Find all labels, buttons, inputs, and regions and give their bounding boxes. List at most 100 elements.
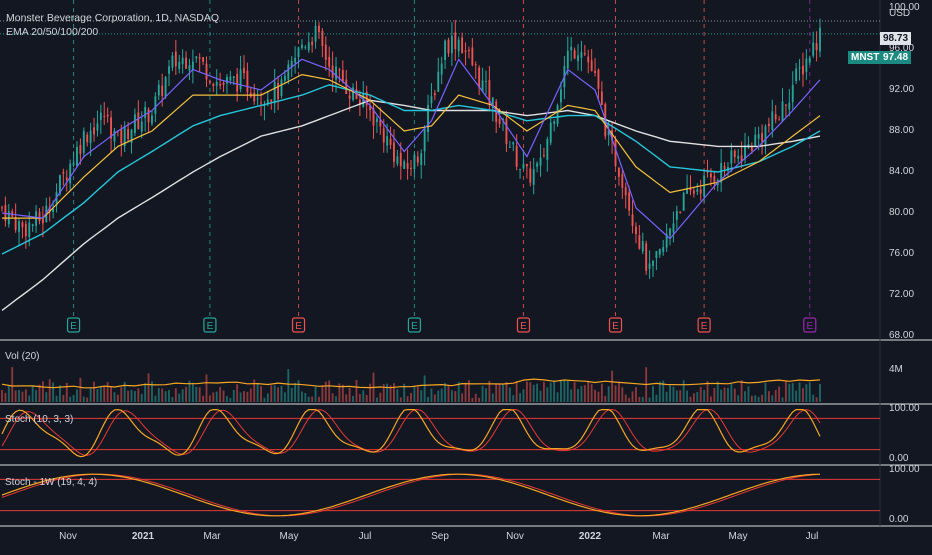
candle-body <box>273 81 276 104</box>
volume-bar <box>14 390 17 402</box>
volume-bar <box>157 387 160 402</box>
ema20-line <box>1 58 821 240</box>
candle-body <box>706 171 709 173</box>
candle-body <box>808 58 811 63</box>
volume-bar <box>256 382 259 402</box>
candle-body <box>648 263 651 269</box>
volume-bar <box>652 386 654 402</box>
volume-bar <box>174 388 177 402</box>
volume-bar <box>151 381 153 402</box>
time-tick-1: 2021 <box>131 531 155 542</box>
volume-bar <box>4 392 7 402</box>
volume-bar <box>815 397 818 402</box>
volume-bar <box>679 390 682 402</box>
candle-body <box>560 89 562 103</box>
candle-body <box>553 121 556 124</box>
volume-bar <box>648 397 651 402</box>
volume-bar <box>62 394 65 402</box>
earnings-marker-0 <box>66 317 81 333</box>
candle-body <box>805 58 808 73</box>
volume-bar <box>273 385 276 402</box>
candle-body <box>757 134 760 139</box>
candle-body <box>478 67 481 88</box>
volume-bar <box>675 390 678 402</box>
candle-body <box>65 177 68 180</box>
volume-bar <box>331 393 334 402</box>
candle-body <box>144 106 147 119</box>
candle-body <box>1 207 3 209</box>
stoch-k-line <box>1 408 821 458</box>
earnings-marker-7 <box>803 317 817 333</box>
candle-body <box>154 96 157 114</box>
time-tick-0: Nov <box>59 531 77 542</box>
candle-body <box>314 25 317 42</box>
candle-body <box>76 146 78 167</box>
candle-body <box>345 79 348 94</box>
volume-bar <box>515 381 518 402</box>
candle-body <box>549 122 552 143</box>
candle-body <box>590 60 593 72</box>
volume-bar <box>35 390 38 402</box>
volume-bar <box>750 395 753 402</box>
volume-bar <box>171 397 174 402</box>
volume-bar <box>365 394 368 402</box>
volume-bar <box>86 397 89 402</box>
price-tick-6: 76.00 <box>889 248 915 259</box>
volume-bar <box>519 393 522 402</box>
candle-body <box>767 123 770 127</box>
candle-body <box>263 105 266 107</box>
volume-bar <box>478 397 481 402</box>
volume-bar <box>420 390 423 402</box>
candle-body <box>713 175 716 183</box>
candle-body <box>324 44 327 60</box>
candle-body <box>488 80 491 105</box>
volume-bar <box>287 369 290 402</box>
candle-body <box>239 69 242 90</box>
candle-body <box>682 192 685 211</box>
candle-body <box>437 71 440 92</box>
candle-body <box>597 69 600 89</box>
candle-body <box>778 119 781 121</box>
candle-body <box>635 226 637 235</box>
candle-body <box>283 75 286 81</box>
candle-body <box>82 131 85 153</box>
volume-bar <box>433 394 436 402</box>
candle-body <box>280 79 283 96</box>
volume-bar <box>604 395 607 402</box>
candle-body <box>355 89 358 100</box>
candle-body <box>737 155 740 159</box>
candle-body <box>304 47 307 49</box>
volume-bar <box>212 392 215 402</box>
volume-bar <box>307 396 310 402</box>
earnings-label-0: E <box>70 321 77 332</box>
candle-body <box>655 251 658 259</box>
candle-body <box>120 128 123 144</box>
candle-body <box>219 83 222 86</box>
volume-bar <box>621 387 624 402</box>
earnings-label-7: E <box>806 321 813 332</box>
volume-bar <box>205 374 208 402</box>
candle-body <box>444 40 447 61</box>
candle-body <box>580 52 583 58</box>
candle-body <box>86 134 89 143</box>
volume-bar <box>805 384 808 402</box>
candle-body <box>14 217 17 231</box>
candle-body <box>791 84 794 103</box>
volume-bar <box>48 379 51 402</box>
candle-body <box>352 87 354 100</box>
volume-bar <box>137 388 140 402</box>
volume-bar <box>614 385 617 402</box>
volume-bar <box>202 395 205 402</box>
candle-body <box>461 37 464 54</box>
stoch-weekly-panel-label: Stoch - 1W (19, 4, 4) <box>5 477 98 488</box>
volume-bar <box>699 386 702 402</box>
volume-bar <box>103 386 106 402</box>
volume-bar <box>767 391 770 402</box>
volume-bar <box>689 396 692 402</box>
candle-body <box>624 187 627 196</box>
volume-bar <box>791 383 794 402</box>
volume-bar <box>260 386 262 402</box>
candle-body <box>215 81 218 86</box>
